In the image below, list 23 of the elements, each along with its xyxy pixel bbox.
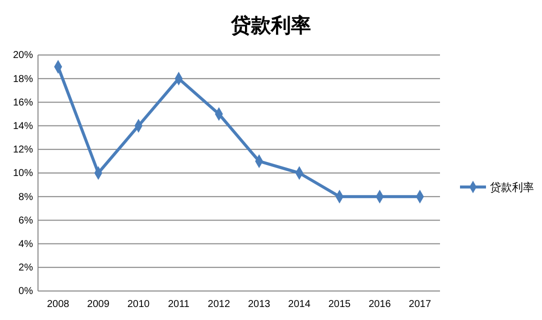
- y-tick-label: 8%: [18, 192, 34, 203]
- y-tick-label: 12%: [12, 144, 34, 156]
- y-tick-label: 16%: [12, 97, 34, 108]
- y-tick-label: 18%: [12, 74, 34, 85]
- y-tick-label: 6%: [18, 215, 34, 226]
- y-tick-label: 0%: [18, 286, 34, 298]
- chart-title: 贷款利率: [230, 13, 311, 37]
- legend-label: 贷款利率: [490, 181, 534, 194]
- x-tick-label: 2015: [328, 299, 352, 310]
- x-tick-label: 2009: [87, 299, 110, 310]
- x-tick-label: 2014: [288, 299, 311, 310]
- x-tick-label: 2016: [368, 299, 392, 310]
- y-tick-label: 10%: [12, 168, 34, 180]
- x-tick-label: 2013: [248, 299, 271, 310]
- x-tick-label: 2011: [168, 299, 190, 310]
- y-tick-label: 20%: [12, 50, 34, 62]
- y-tick-label: 14%: [12, 121, 34, 132]
- y-tick-label: 2%: [18, 262, 34, 274]
- y-tick-label: 4%: [18, 239, 34, 250]
- x-tick-label: 2010: [127, 299, 150, 310]
- x-tick-label: 2008: [46, 299, 70, 310]
- x-tick-label: 2012: [208, 299, 230, 310]
- x-tick-label: 2017: [408, 299, 432, 310]
